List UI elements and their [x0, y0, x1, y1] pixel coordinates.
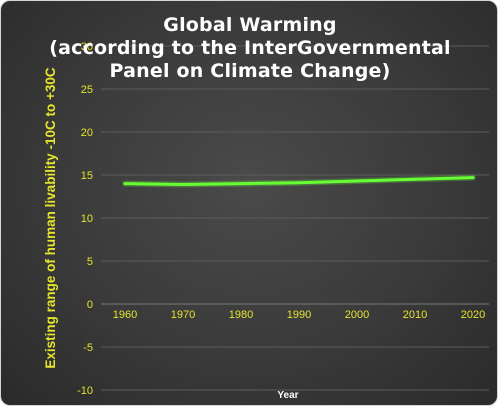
y-tick-label: 5: [87, 256, 93, 268]
y-tick-label: -10: [77, 385, 93, 397]
y-tick-label: 10: [81, 213, 93, 225]
chart-title-line-3: Panel on Climate Change): [110, 60, 391, 82]
gridlines: [101, 45, 489, 391]
y-axis-label: Existing range of human livability -10C …: [43, 67, 58, 368]
y-tick-label: 20: [81, 127, 93, 139]
y-tick-label: 0: [87, 299, 93, 311]
series-line: [123, 176, 475, 186]
x-tick-label: 1970: [171, 309, 195, 321]
y-tick-label: -5: [83, 342, 93, 354]
x-tick-label: 2020: [461, 309, 485, 321]
chart-title-line-2: (according to the InterGovernmental: [49, 37, 451, 59]
x-tick-label: 1960: [113, 309, 137, 321]
x-tick-label: 2010: [403, 309, 427, 321]
x-axis-ticks: 1960 1970 1980 1990 2000 2010 2020: [113, 309, 485, 321]
y-tick-label: 25: [81, 84, 93, 96]
series-lines: [122, 174, 476, 188]
chart-title-line-1: Global Warming: [163, 14, 336, 36]
x-tick-label: 2000: [345, 309, 369, 321]
x-tick-label: 1980: [229, 309, 253, 321]
x-tick-label: 1990: [287, 309, 311, 321]
x-axis-label: Year: [277, 390, 298, 401]
y-tick-label: 15: [81, 170, 93, 182]
y-tick-label: 30: [81, 41, 93, 53]
y-axis-ticks: -10 -5 0 5 10 15 20 25 30: [77, 41, 93, 397]
